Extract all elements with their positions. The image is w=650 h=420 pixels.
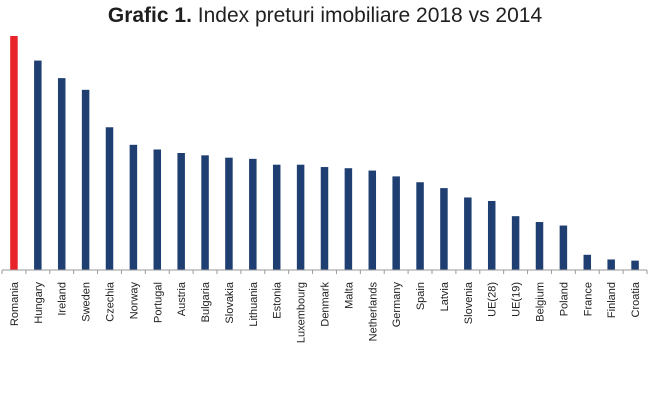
bar-finland	[607, 259, 615, 270]
x-axis-ticks	[1, 270, 648, 274]
category-label: Netherlands	[367, 282, 379, 342]
category-labels: Romania Hungary Ireland Sweden Czechia Norway…	[9, 281, 642, 343]
bar-ireland	[57, 78, 66, 271]
chart-title-bold: Grafic 1.	[107, 4, 192, 27]
category-label: UE(19)	[511, 282, 523, 317]
category-label: Czechia	[105, 281, 117, 322]
bar-luxembourg	[296, 164, 305, 270]
chart-title: Grafic 1. Index preturi imobiliare 2018 …	[0, 4, 650, 28]
category-label: Denmark	[320, 282, 332, 327]
bar-spain	[416, 182, 424, 270]
bar-netherlands	[368, 170, 377, 270]
category-label: France	[582, 282, 594, 316]
bar-germany	[392, 176, 400, 270]
bar-latvia	[440, 188, 448, 270]
bar-estonia	[272, 164, 281, 270]
category-label: Spain	[415, 282, 427, 310]
category-label: Poland	[558, 282, 570, 316]
category-label: Slovakia	[224, 281, 236, 323]
chart-title-text: Index preturi imobiliare 2018 vs 2014	[197, 4, 543, 27]
bar-norway	[129, 144, 138, 270]
bar-france	[583, 254, 592, 270]
bar-sweden	[81, 89, 90, 270]
bars-group	[10, 36, 639, 271]
category-label: Romania	[9, 281, 21, 326]
category-label: Estonia	[272, 281, 284, 319]
category-label: Germany	[391, 282, 403, 328]
category-label: Portugal	[152, 282, 164, 323]
bar-malta	[344, 168, 353, 270]
bar-hungary	[34, 60, 42, 270]
category-label: Croatia	[630, 281, 642, 317]
category-label: Latvia	[439, 281, 451, 311]
bar-slovenia	[464, 197, 472, 270]
bar-ue-19	[511, 216, 520, 270]
category-label: Bulgaria	[200, 281, 212, 322]
bar-slovakia	[225, 157, 233, 270]
bar-austria	[177, 153, 185, 270]
bar-romania	[10, 36, 18, 270]
bar-belgium	[535, 222, 544, 270]
category-label: Austria	[176, 281, 188, 316]
category-label: UE(28)	[487, 282, 499, 317]
bar-denmark	[320, 167, 329, 270]
category-label: Belgium	[535, 282, 547, 322]
category-label: Lithuania	[248, 281, 260, 327]
bar-bulgaria	[201, 155, 209, 270]
bar-ue-28	[487, 200, 496, 270]
category-label: Finland	[606, 282, 618, 318]
bar-croatia	[631, 260, 639, 270]
category-label: Hungary	[33, 282, 45, 324]
category-label: Slovenia	[463, 281, 475, 324]
bar-lithuania	[249, 158, 257, 270]
bar-portugal	[153, 149, 162, 270]
category-label: Sweden	[81, 282, 93, 322]
category-label: Ireland	[57, 282, 69, 316]
bar-poland	[559, 225, 568, 270]
category-label: Luxembourg	[296, 282, 308, 343]
category-label: Malta	[343, 281, 355, 309]
bar-czechia	[105, 127, 114, 270]
category-label: Norway	[128, 282, 140, 320]
